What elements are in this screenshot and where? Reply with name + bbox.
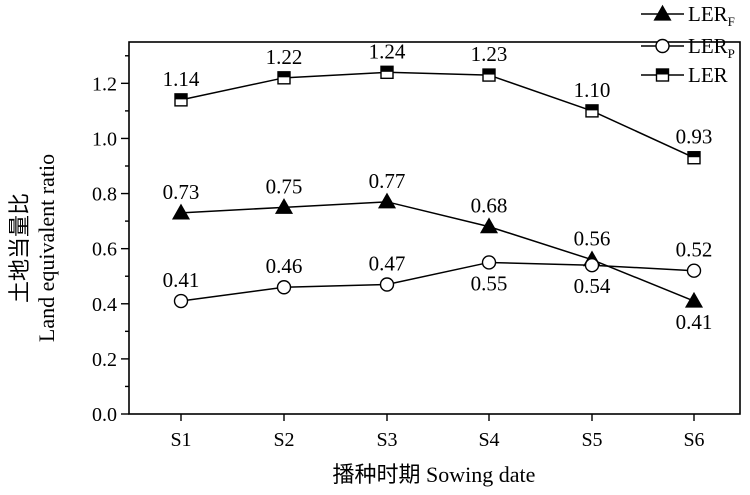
data-point-ler-fill xyxy=(483,69,495,75)
plot-frame xyxy=(128,41,741,415)
data-point-ler xyxy=(585,104,599,118)
series-line-ler-f xyxy=(180,201,695,302)
data-point-ler-f xyxy=(274,198,294,214)
data-label-ler: 1.23 xyxy=(471,42,508,66)
legend-item-ler-p: LERP xyxy=(641,34,735,61)
x-tick-label: S5 xyxy=(581,429,602,451)
x-tick-label: S2 xyxy=(273,429,294,451)
data-point-ler xyxy=(687,151,701,165)
legend-marker-ler-f xyxy=(653,4,672,21)
data-point-ler-fill xyxy=(688,151,700,158)
y-tick-label: 0.2 xyxy=(92,349,117,371)
y-tick-label: 0.8 xyxy=(92,184,117,206)
data-point-ler-f xyxy=(479,217,499,234)
legend-label-ler-p: LERP xyxy=(688,34,735,61)
axes xyxy=(128,41,741,415)
data-label-ler-p: 0.46 xyxy=(266,254,303,278)
y-axis-ticks: 0.0 0.2 0.4 0.6 0.8 1.0 1.2 xyxy=(92,55,129,426)
data-point-ler-p xyxy=(584,258,600,273)
data-point-ler-f xyxy=(684,291,704,308)
data-label-ler: 1.24 xyxy=(369,39,406,63)
data-point-ler-f xyxy=(377,192,397,209)
data-labels: 0.73 0.75 0.77 0.68 0.56 0.41 0.41 0.46 0.47 0.55… xyxy=(163,39,713,334)
data-point-ler-p xyxy=(686,263,702,278)
legend-label-ler-f: LERF xyxy=(688,2,735,29)
data-label-ler-p: 0.55 xyxy=(471,271,508,295)
y-tick-label: 1.0 xyxy=(92,128,117,150)
data-label-ler-p: 0.52 xyxy=(676,238,713,262)
legend-label-ler: LER xyxy=(688,63,728,87)
legend-item-ler-f: LERF xyxy=(641,2,735,29)
y-tick-label: 0.6 xyxy=(92,239,117,261)
data-point-ler-p xyxy=(481,255,497,270)
data-point-ler-p xyxy=(173,293,189,309)
series-ler-f xyxy=(171,192,704,308)
legend-subscript-ler-f: F xyxy=(728,14,735,29)
data-label-ler: 1.22 xyxy=(266,45,303,69)
y-tick-label: 0.4 xyxy=(92,294,117,316)
data-point-ler-f xyxy=(171,203,191,220)
data-label-ler-f: 0.77 xyxy=(369,169,406,193)
x-tick-label: S1 xyxy=(170,429,191,451)
x-axis-ticks: S1 S2 S3 S4 S5 S6 xyxy=(170,414,705,451)
data-point-ler-fill xyxy=(175,93,187,100)
x-tick-label: S4 xyxy=(478,429,499,451)
data-point-ler xyxy=(174,93,188,107)
series-layer xyxy=(171,65,704,309)
data-label-ler: 0.93 xyxy=(676,125,713,149)
y-tick-label: 1.2 xyxy=(92,73,117,95)
data-point-ler-fill xyxy=(278,71,290,78)
series-ler xyxy=(174,65,701,165)
x-tick-label: S6 xyxy=(683,429,704,451)
data-label-ler-f: 0.41 xyxy=(676,310,713,334)
series-ler-p xyxy=(173,255,702,309)
data-point-ler-fill xyxy=(381,66,393,72)
data-label-ler: 1.14 xyxy=(163,67,200,91)
data-label-ler-f: 0.68 xyxy=(471,194,508,218)
legend-item-ler: LER xyxy=(641,63,728,87)
data-point-ler-fill xyxy=(586,104,598,111)
data-label-ler-f: 0.75 xyxy=(266,174,303,198)
data-point-ler xyxy=(380,65,394,80)
data-label-ler-p: 0.41 xyxy=(163,268,200,292)
series-line-ler-p xyxy=(180,261,695,302)
data-point-ler-p xyxy=(379,277,395,292)
data-label-ler: 1.10 xyxy=(574,78,611,102)
y-axis-title-en: Land equivalent ratio xyxy=(34,154,59,342)
y-tick-label: 0.0 xyxy=(92,404,117,426)
data-point-ler xyxy=(277,71,291,85)
data-label-ler-f: 0.56 xyxy=(574,227,611,251)
y-axis-title-cn: 土地当量比 xyxy=(7,193,32,303)
legend-marker-ler xyxy=(655,68,670,82)
x-axis-title: 播种时期 Sowing date xyxy=(333,462,536,487)
data-label-ler-p: 0.47 xyxy=(369,251,406,275)
legend-marker-ler-p xyxy=(655,38,670,54)
data-label-ler-p: 0.54 xyxy=(574,274,611,298)
data-point-ler-p xyxy=(276,280,292,295)
legend-marker-ler-fill xyxy=(656,69,669,75)
legend-subscript-ler-p: P xyxy=(728,46,735,61)
data-point-ler xyxy=(482,68,496,82)
data-label-ler-f: 0.73 xyxy=(163,180,200,204)
x-tick-label: S3 xyxy=(376,429,397,451)
series-line-ler xyxy=(180,71,695,159)
